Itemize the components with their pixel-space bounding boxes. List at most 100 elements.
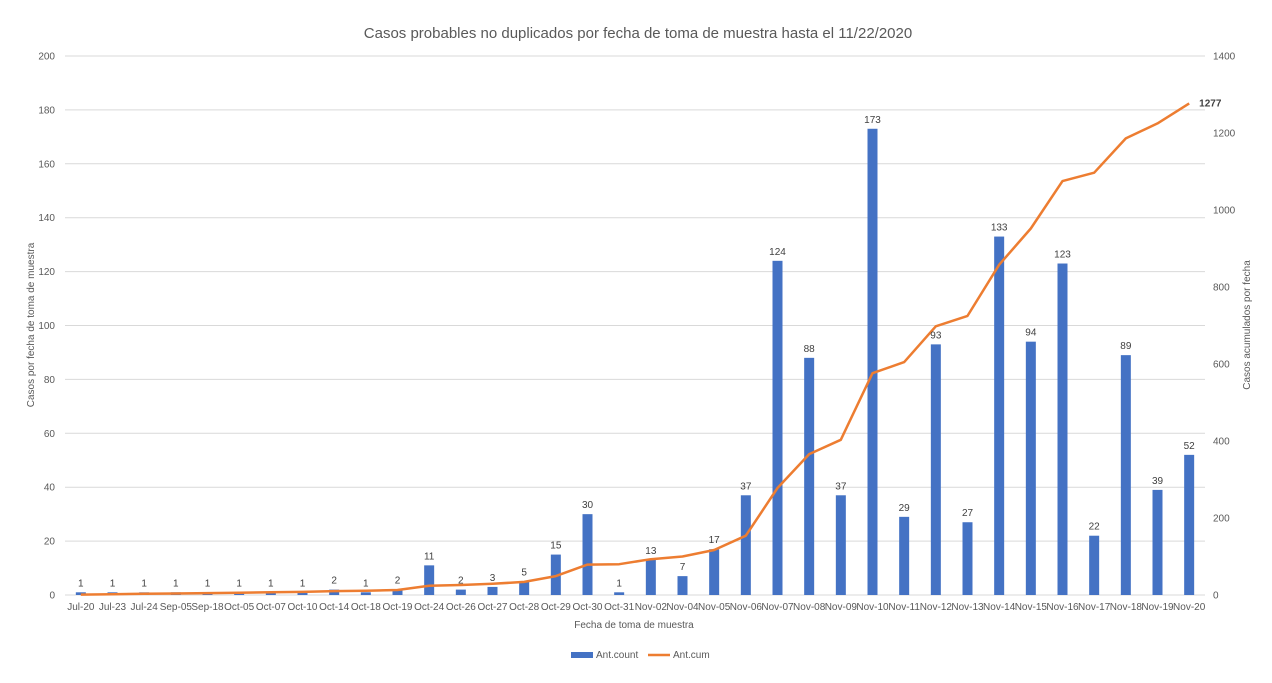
x-tick-label: Oct-14 [319, 602, 349, 613]
bar-data-label: 2 [331, 576, 337, 587]
x-tick-label: Jul-20 [67, 602, 95, 613]
bar-data-label: 173 [864, 115, 881, 126]
legend-label-line: Ant.cum [673, 650, 710, 661]
bar-data-label: 30 [582, 500, 594, 511]
bar [804, 357, 815, 595]
bar-data-label: 1 [616, 578, 622, 589]
x-tick-label: Oct-10 [287, 602, 317, 613]
bar-data-label: 2 [458, 576, 464, 587]
gridlines [65, 55, 1205, 596]
x-tick-label: Nov-18 [1110, 602, 1143, 613]
bar-data-label: 89 [1120, 341, 1132, 352]
bar-data-label: 93 [930, 330, 942, 341]
bar [519, 581, 530, 595]
bar [867, 128, 878, 595]
legend-label-bar: Ant.count [596, 650, 638, 661]
y-tick-label: 60 [44, 429, 56, 440]
y-tick-label: 80 [44, 375, 56, 386]
bar [582, 514, 593, 595]
bar [455, 589, 466, 595]
x-tick-label: Nov-07 [761, 602, 794, 613]
y2-tick-label: 800 [1213, 283, 1230, 294]
bar [740, 495, 751, 595]
bar [1120, 355, 1131, 595]
bar-data-label: 1 [110, 578, 116, 589]
bar-data-label: 124 [769, 247, 786, 258]
y2-tick-label: 1200 [1213, 129, 1236, 140]
bar [645, 559, 656, 595]
y-axis-title: Casos por fecha de toma de muestra [26, 242, 37, 407]
x-tick-label: Sep-18 [191, 602, 224, 613]
x-tick-label: Nov-19 [1141, 602, 1174, 613]
x-axis-title: Fecha de toma de muestra [574, 620, 694, 631]
cumulative-line [80, 102, 1190, 596]
bar [1089, 535, 1100, 595]
y2-tick-label: 200 [1213, 514, 1230, 525]
bar-data-label: 22 [1089, 522, 1101, 533]
y-tick-label: 100 [38, 321, 55, 332]
x-tick-label: Jul-23 [99, 602, 127, 613]
y2-tick-label: 0 [1213, 591, 1219, 602]
x-tick-label: Jul-24 [131, 602, 159, 613]
x-tick-label: Nov-04 [666, 602, 699, 613]
bar [962, 522, 973, 595]
y-tick-label: 0 [49, 591, 55, 602]
bar [899, 516, 910, 595]
x-tick-label: Oct-30 [572, 602, 602, 613]
bar [994, 236, 1005, 595]
bar [614, 592, 625, 595]
line-end-label: 1277 [1199, 98, 1222, 109]
y2-tick-label: 400 [1213, 437, 1230, 448]
x-tick-label: Nov-06 [730, 602, 763, 613]
bar-data-label: 1 [141, 578, 147, 589]
y-axis-ticks: 0 20 40 60 80 100 120 140 160 180 200 [38, 52, 55, 602]
bar-data-label: 13 [645, 546, 657, 557]
x-tick-label: Oct-26 [446, 602, 476, 613]
bar-data-label: 29 [899, 503, 911, 514]
bar-data-label: 2 [395, 576, 401, 587]
bar-data-label: 123 [1054, 250, 1071, 261]
y2-axis-ticks: 0 200 400 600 800 1000 1200 1400 [1213, 52, 1236, 602]
bar [1152, 489, 1163, 595]
bar-data-label: 27 [962, 508, 974, 519]
bar-data-label: 94 [1025, 328, 1037, 339]
line-series [80, 102, 1190, 596]
x-tick-label: Nov-05 [698, 602, 731, 613]
y2-tick-label: 600 [1213, 360, 1230, 371]
x-tick-label: Nov-16 [1046, 602, 1079, 613]
x-tick-label: Oct-29 [541, 602, 571, 613]
x-tick-label: Nov-20 [1173, 602, 1206, 613]
bar-data-label: 11 [424, 551, 435, 562]
bar-data-label: 1 [205, 578, 211, 589]
x-tick-label: Nov-02 [635, 602, 668, 613]
bar [1057, 263, 1068, 595]
legend: Ant.count Ant.cum [571, 650, 710, 661]
bar [360, 592, 371, 595]
bar [709, 549, 720, 595]
y-tick-label: 140 [38, 213, 55, 224]
bar-data-label: 1 [173, 578, 179, 589]
bar [772, 260, 783, 595]
bar-data-label: 3 [490, 573, 496, 584]
bar [677, 576, 688, 595]
bar-data-label: 37 [740, 481, 752, 492]
legend-swatch-bar [571, 652, 593, 658]
y-tick-label: 40 [44, 483, 56, 494]
y-tick-label: 120 [38, 267, 55, 278]
y2-axis-title: Casos acumulados por fecha [1242, 260, 1253, 390]
bar [297, 592, 308, 595]
bar-data-label: 1 [236, 578, 242, 589]
x-tick-label: Nov-08 [793, 602, 826, 613]
bar-data-label: 88 [804, 344, 816, 355]
bar-data-label: 1 [78, 578, 84, 589]
x-tick-label: Nov-10 [856, 602, 889, 613]
x-tick-label: Nov-12 [920, 602, 953, 613]
x-tick-label: Oct-28 [509, 602, 539, 613]
y2-tick-label: 1400 [1213, 52, 1236, 63]
bar-data-label: 133 [991, 223, 1008, 234]
x-tick-label: Oct-27 [477, 602, 507, 613]
bar [1184, 454, 1195, 595]
